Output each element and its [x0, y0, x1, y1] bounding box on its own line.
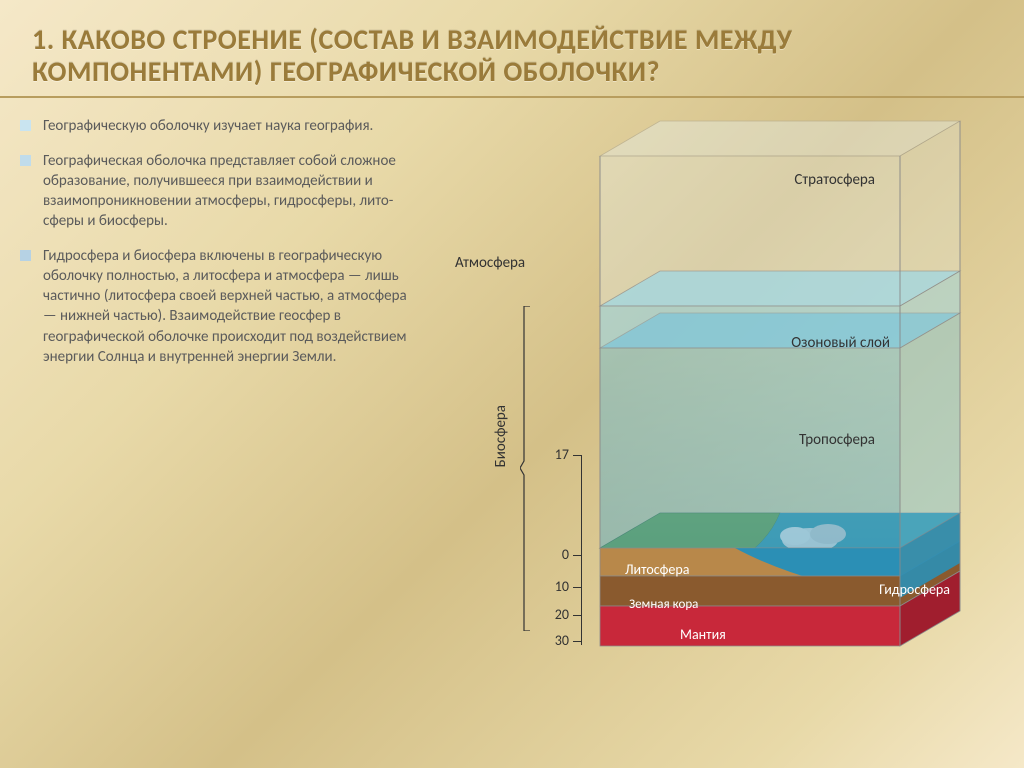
- geographic-shell-diagram: Атмосфера Биосфера 170102030 Стратосфера…: [430, 116, 990, 671]
- troposphere-label: Тропосфера: [799, 431, 875, 449]
- bullet-text: Географическая оболочка представляет соб…: [43, 151, 415, 232]
- crust-label: Земная кора: [629, 597, 698, 612]
- text-column: Географическую оболочку изучает наука ге…: [20, 116, 430, 671]
- hydrosphere-label: Гидросфера: [879, 581, 950, 598]
- bullet-2: Географическая оболочка представляет соб…: [20, 151, 415, 232]
- mantle-label: Мантия: [680, 626, 726, 643]
- bullet-text: Гидросфера и биосфера включены в географ…: [43, 246, 415, 368]
- bullet-marker: [20, 155, 31, 166]
- lithosphere-label: Литосфера: [625, 561, 689, 578]
- bullet-marker: [20, 250, 31, 261]
- biosphere-label: Биосфера: [492, 251, 510, 621]
- content-area: Географическую оболочку изучает наука ге…: [0, 116, 1024, 671]
- biosphere-bracket: [520, 306, 532, 631]
- bullet-marker: [20, 120, 31, 131]
- bullet-3: Гидросфера и биосфера включены в географ…: [20, 246, 415, 368]
- slide-title: 1. КАКОВО СТРОЕНИЕ (СОСТАВ И ВЗАИМОДЕЙСТ…: [0, 0, 1024, 98]
- atmosphere-label: Атмосфера: [455, 254, 525, 272]
- diagram-column: Атмосфера Биосфера 170102030 Стратосфера…: [430, 116, 1004, 671]
- bullet-text: Географическую оболочку изучает наука ге…: [43, 116, 373, 136]
- bullet-1: Географическую оболочку изучает наука ге…: [20, 116, 415, 136]
- stratosphere-label: Стратосфера: [794, 171, 875, 189]
- ozone-label: Озоновый слой: [791, 334, 890, 352]
